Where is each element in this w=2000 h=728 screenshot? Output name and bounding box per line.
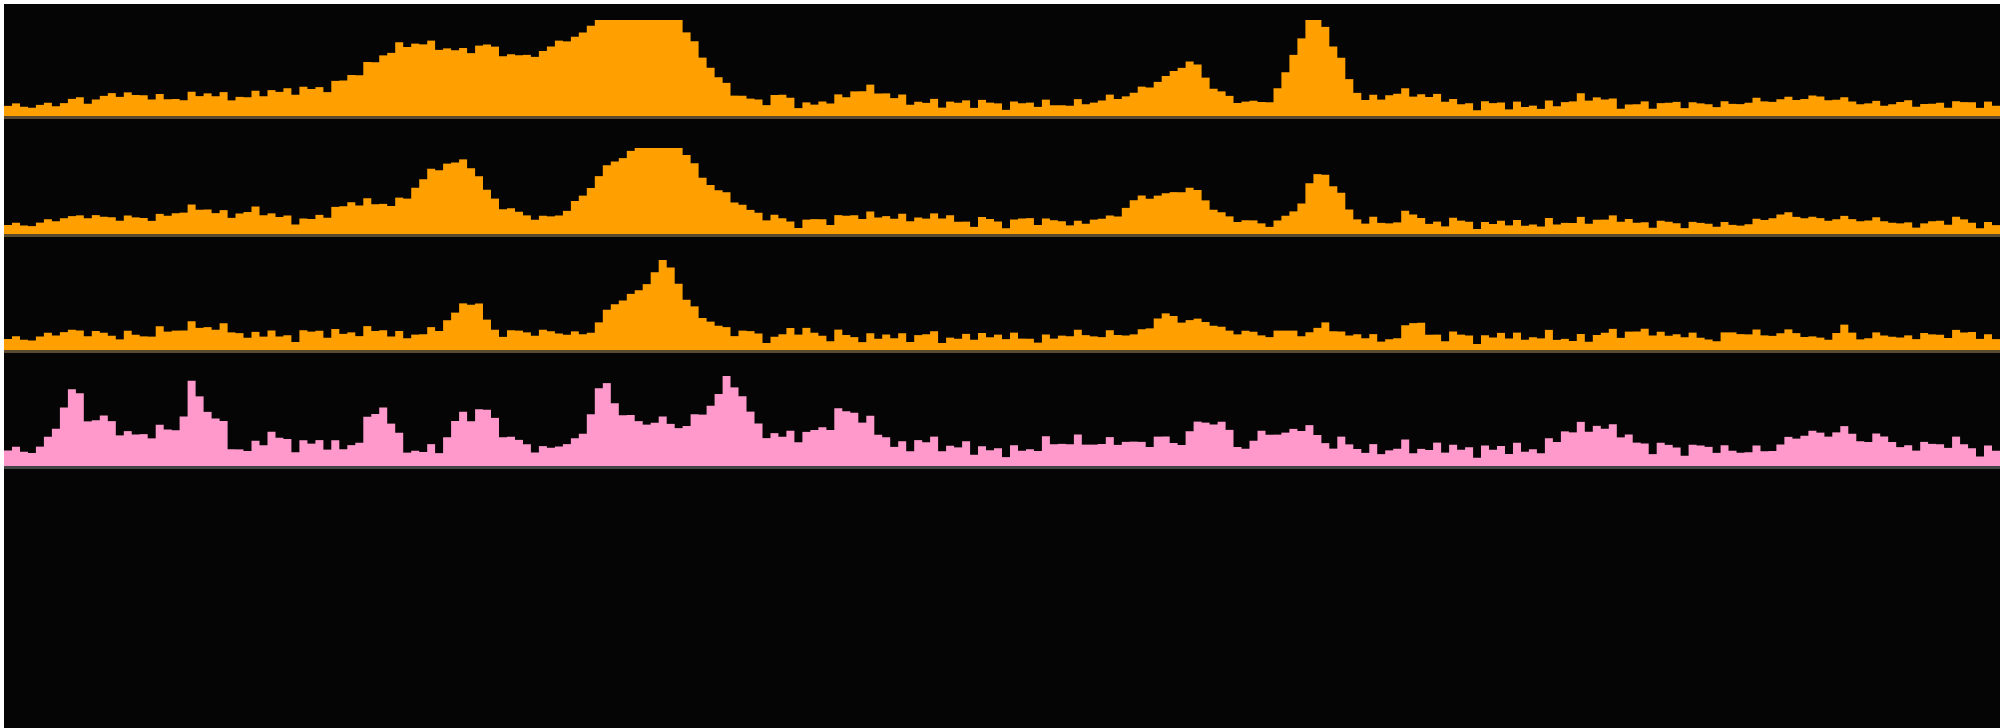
coverage-track-2: [4, 122, 2000, 240]
genome-browser-viewer: [4, 4, 2000, 728]
coverage-track-1-baseline: [4, 116, 2000, 119]
empty-track-area: [4, 604, 2000, 728]
coverage-track-4-baseline: [4, 466, 2000, 469]
coverage-track-2-plot: [4, 148, 2000, 237]
coverage-track-2-baseline: [4, 234, 2000, 237]
coverage-track-3: [4, 240, 2000, 356]
coverage-track-3-area: [4, 260, 2000, 350]
coverage-track-1-area: [4, 20, 2000, 116]
coverage-track-1-plot: [4, 20, 2000, 119]
coverage-track-2-area: [4, 148, 2000, 234]
coverage-track-4: [4, 356, 2000, 474]
coverage-track-4-area: [4, 376, 2000, 466]
coverage-track-3-baseline: [4, 350, 2000, 353]
coverage-track-1: [4, 4, 2000, 122]
coverage-track-4-plot: [4, 376, 2000, 469]
coverage-track-3-plot: [4, 260, 2000, 353]
